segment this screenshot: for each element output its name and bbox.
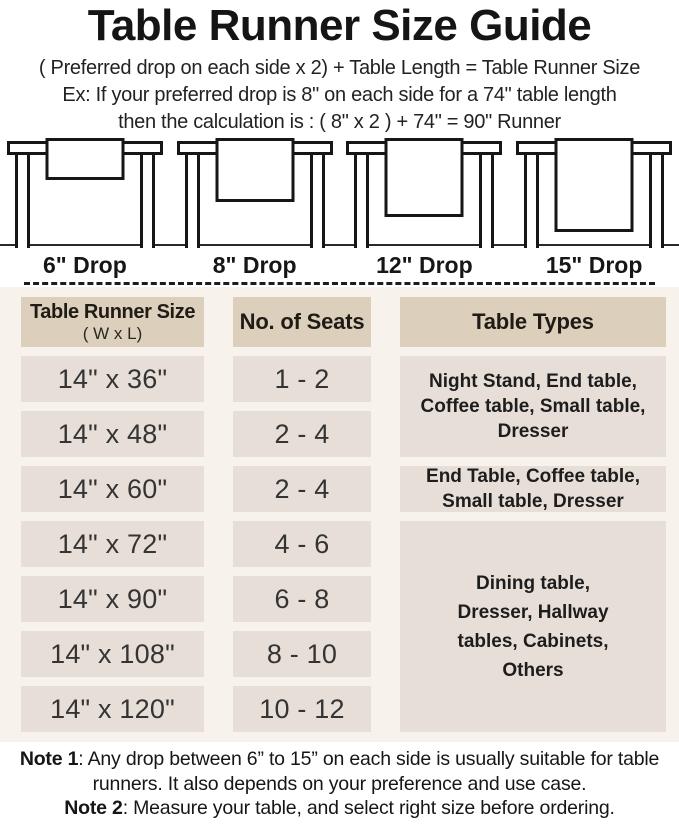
size-table-grid: Table Runner Size ( W x L) No. of Seats … xyxy=(21,297,666,732)
drop-labels-row: 6" Drop 8" Drop 12" Drop 15" Drop xyxy=(0,248,679,282)
column-header-size-subtitle: ( W x L) xyxy=(82,323,143,343)
column-header-size: Table Runner Size ( W x L) xyxy=(21,297,204,347)
size-cell: 14" x 90" xyxy=(21,576,204,622)
note-2: Note 2: Measure your table, and select r… xyxy=(0,796,679,821)
table-leg-graphic xyxy=(139,155,155,248)
note-2-text: : Measure your table, and select right s… xyxy=(122,797,615,819)
runner-graphic xyxy=(554,138,634,232)
size-cell: 14" x 108" xyxy=(21,631,204,677)
drop-diagram: 6" Drop 8" Drop 12" Drop 15" Drop xyxy=(0,138,679,285)
table-types-group: End Table, Coffee table, Small table, Dr… xyxy=(400,466,666,512)
seats-cell: 2 - 4 xyxy=(233,466,371,512)
table-leg-graphic xyxy=(309,155,325,248)
table-illustration-6in xyxy=(0,138,170,248)
seats-cell: 2 - 4 xyxy=(233,411,371,457)
table-types-text: Dining table, Dresser, Hallway tables, C… xyxy=(457,572,609,681)
formula-text: ( Preferred drop on each side x 2) + Tab… xyxy=(38,57,641,79)
table-leg-graphic xyxy=(524,155,540,248)
runner-graphic xyxy=(384,138,464,217)
table-types-text: Night Stand, End table, Coffee table, Sm… xyxy=(420,371,646,442)
table-leg-graphic xyxy=(649,155,665,248)
table-illustrations-row xyxy=(0,138,679,248)
table-illustration-8in xyxy=(170,138,340,248)
size-table-panel: Table Runner Size ( W x L) No. of Seats … xyxy=(0,287,679,742)
dashed-divider xyxy=(24,282,655,285)
note-2-label: Note 2 xyxy=(64,797,123,819)
seats-cell: 1 - 2 xyxy=(233,356,371,402)
size-cell: 14" x 48" xyxy=(21,411,204,457)
table-leg-graphic xyxy=(14,155,30,248)
seats-cell: 6 - 8 xyxy=(233,576,371,622)
drop-label-6in: 6" Drop xyxy=(43,251,127,278)
table-illustration-12in xyxy=(340,138,510,248)
table-illustration-15in xyxy=(509,138,679,248)
note-1: Note 1: Any drop between 6” to 15” on ea… xyxy=(0,747,679,796)
size-cell: 14" x 72" xyxy=(21,521,204,567)
runner-graphic xyxy=(215,138,295,202)
page-title: Table Runner Size Guide xyxy=(87,1,592,50)
table-drawing xyxy=(176,138,333,248)
seats-cell: 10 - 12 xyxy=(233,686,371,732)
size-cell: 14" x 120" xyxy=(21,686,204,732)
table-drawing xyxy=(6,138,163,248)
table-drawing xyxy=(346,138,503,248)
table-leg-graphic xyxy=(354,155,370,248)
table-types-text: End Table, Coffee table, Small table, Dr… xyxy=(426,466,640,512)
drop-label-15in: 15" Drop xyxy=(545,251,643,278)
column-header-size-title: Table Runner Size xyxy=(29,300,196,323)
example-calculation-text: then the calculation is : ( 8" x 2 ) + 7… xyxy=(118,111,561,133)
table-types-group: Dining table, Dresser, Hallway tables, C… xyxy=(400,521,666,732)
notes-section: Note 1: Any drop between 6” to 15” on ea… xyxy=(0,742,679,821)
runner-graphic xyxy=(45,138,125,180)
seats-cell: 4 - 6 xyxy=(233,521,371,567)
table-leg-graphic xyxy=(184,155,200,248)
table-types-group: Night Stand, End table, Coffee table, Sm… xyxy=(400,356,666,457)
note-1-text: : Any drop between 6” to 15” on each sid… xyxy=(78,748,660,795)
note-1-label: Note 1 xyxy=(19,748,79,770)
column-header-seats: No. of Seats xyxy=(233,297,371,347)
table-drawing xyxy=(516,138,673,248)
drop-label-12in: 12" Drop xyxy=(376,251,473,278)
size-cell: 14" x 60" xyxy=(21,466,204,512)
seats-cell: 8 - 10 xyxy=(233,631,371,677)
column-header-types: Table Types xyxy=(400,297,666,347)
drop-label-8in: 8" Drop xyxy=(212,251,297,278)
floor-line xyxy=(0,244,679,246)
size-cell: 14" x 36" xyxy=(21,356,204,402)
table-leg-graphic xyxy=(479,155,495,248)
example-text: Ex: If your preferred drop is 8" on each… xyxy=(62,84,617,106)
